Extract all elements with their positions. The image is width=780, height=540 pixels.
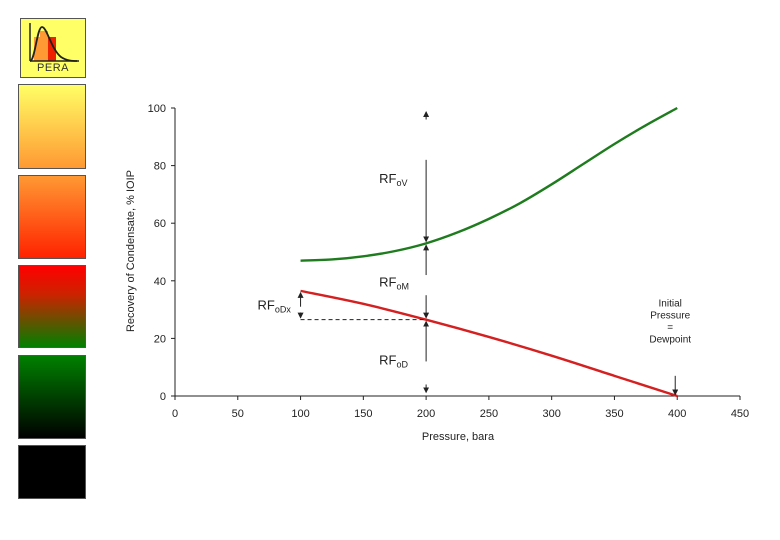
x-tick-label: 100 <box>291 408 309 420</box>
rfodx-label: RFoDx <box>258 298 292 315</box>
pera-logo: PERA <box>20 18 86 78</box>
dewpoint-label-line: Initial <box>659 299 682 310</box>
legend-swatch-yellow <box>18 84 86 169</box>
y-tick-label: 100 <box>148 103 166 115</box>
distribution-curve-icon <box>29 23 79 62</box>
x-tick-label: 350 <box>605 408 623 420</box>
x-tick-label: 0 <box>172 408 178 420</box>
x-tick-label: 150 <box>354 408 372 420</box>
y-tick-label: 80 <box>154 161 166 173</box>
x-tick-label: 50 <box>232 408 244 420</box>
x-tick-label: 250 <box>480 408 498 420</box>
dewpoint-label-line: Pressure <box>650 311 690 322</box>
legend-swatch-black <box>18 445 86 499</box>
rfod-label: RFoD <box>379 352 408 369</box>
x-tick-label: 450 <box>731 408 749 420</box>
y-axis-label: Recovery of Condensate, % IOIP <box>125 170 137 332</box>
x-tick-label: 200 <box>417 408 435 420</box>
legend-swatch-orange <box>18 175 86 259</box>
y-tick-label: 40 <box>154 276 166 288</box>
legend-swatch-red <box>18 265 86 348</box>
annotations: RFoV RFoM RFoDx RFoD InitialPressure=Dewpoin… <box>258 111 691 396</box>
y-tick-label: 0 <box>160 391 166 403</box>
rfov-label: RFoV <box>379 171 407 188</box>
red-series-line <box>300 289 678 398</box>
x-tick-label: 400 <box>668 408 686 420</box>
y-tick-label: 60 <box>154 218 166 230</box>
rfom-label: RFoM <box>379 275 409 292</box>
x-axis-label: Pressure, bara <box>422 431 495 443</box>
series-group <box>300 106 678 398</box>
axes: 0 50 100 150 200 250 300 350 400 450 0 20 40 60 80 100 <box>148 103 750 420</box>
dewpoint-label-line: = <box>667 323 673 334</box>
legend-swatch-green <box>18 355 86 439</box>
dewpoint-label-line: Dewpoint <box>649 335 691 346</box>
x-tick-label: 300 <box>542 408 560 420</box>
y-tick-label: 20 <box>154 333 166 345</box>
green-series-line <box>300 106 678 262</box>
logo-label: PERA <box>37 62 69 74</box>
